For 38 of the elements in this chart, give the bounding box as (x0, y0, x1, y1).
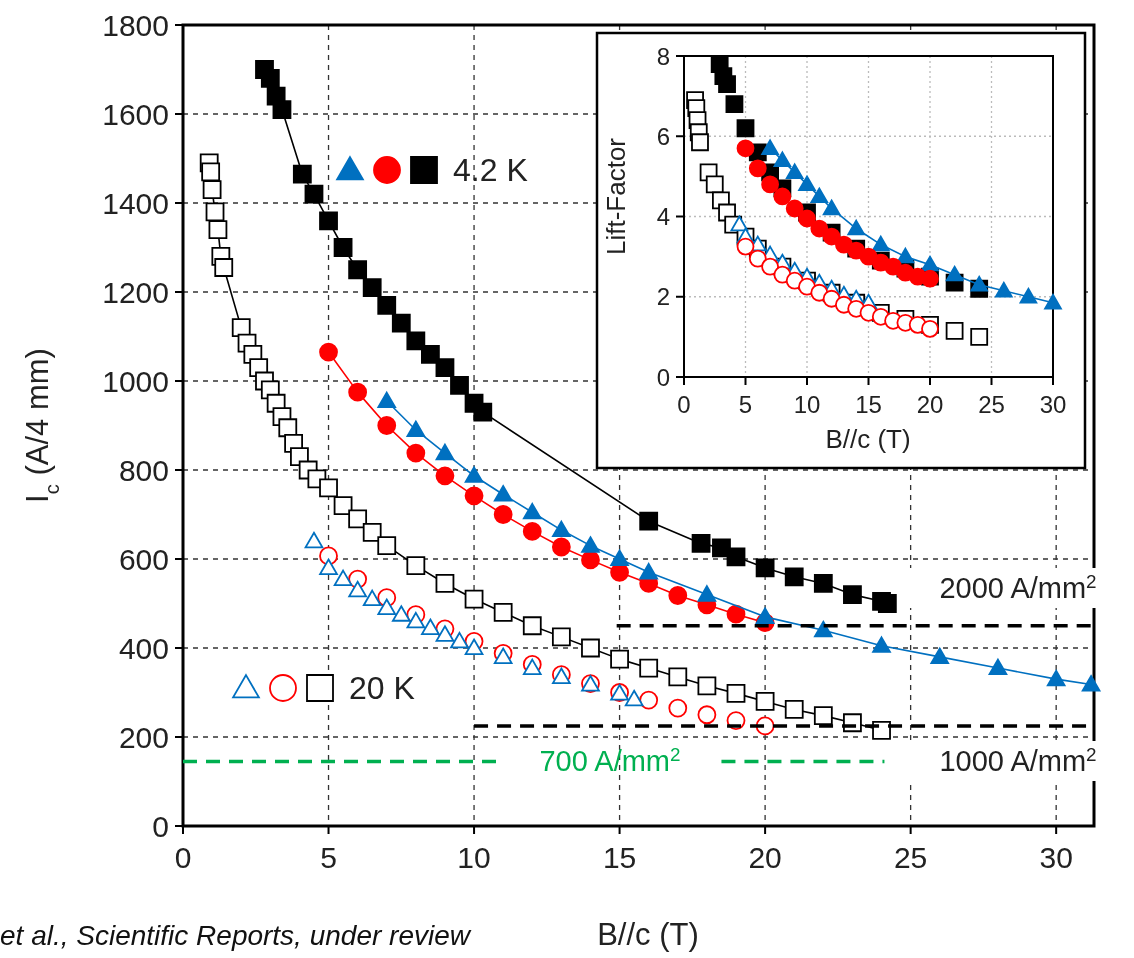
y-tick-label: 1600 (102, 97, 169, 131)
x-tick-label: 10 (793, 391, 821, 418)
y-tick-label: 2 (656, 283, 670, 311)
y-tick-label: 200 (118, 720, 169, 754)
y-tick-label: 600 (118, 542, 169, 576)
x-tick-label: 10 (457, 841, 491, 874)
y-tick-label: 0 (152, 809, 169, 843)
x-axis-title: B//c (T) (597, 917, 699, 952)
y-tick-label: 8 (656, 42, 670, 70)
x-tick-label: 0 (677, 391, 691, 418)
y-tick-label: 1000 (102, 364, 169, 398)
x-tick-label: 25 (893, 841, 928, 874)
x-tick-label: 0 (174, 841, 192, 874)
annotation: 700 A/mm$^{2}$ (539, 743, 681, 777)
x-axis-title: B//c (T) (825, 424, 911, 454)
y-tick-label: 1400 (102, 186, 169, 220)
annotation: 2000 A/mm$^{2}$ (939, 570, 1097, 604)
y-tick-label: 400 (118, 631, 169, 665)
y-tick-label: 1200 (102, 275, 169, 309)
x-tick-label: 5 (320, 841, 337, 874)
x-tick-label: 5 (738, 391, 753, 418)
x-tick-label: 20 (916, 391, 944, 418)
y-tick-label: 4 (656, 203, 670, 231)
y-tick-label: 800 (118, 453, 169, 487)
x-tick-label: 15 (855, 391, 882, 418)
y-tick-label: 1800 (102, 8, 169, 42)
annotation: 1000 A/mm$^{2}$ (939, 743, 1097, 777)
y-tick-label: 0 (656, 363, 670, 391)
y-tick-label: 6 (656, 122, 670, 150)
annotation: 20 K (349, 670, 415, 706)
x-tick-label: 30 (1039, 391, 1067, 418)
x-tick-label: 20 (748, 841, 782, 874)
y-axis-title: Lift-Factor (601, 137, 631, 256)
x-tick-label: 15 (602, 841, 637, 874)
x-tick-label: 25 (978, 391, 1005, 418)
x-tick-label: 30 (1039, 841, 1073, 874)
annotation: 4.2 K (453, 152, 528, 188)
text: et al., Scientific Reports, under review (0, 920, 472, 951)
